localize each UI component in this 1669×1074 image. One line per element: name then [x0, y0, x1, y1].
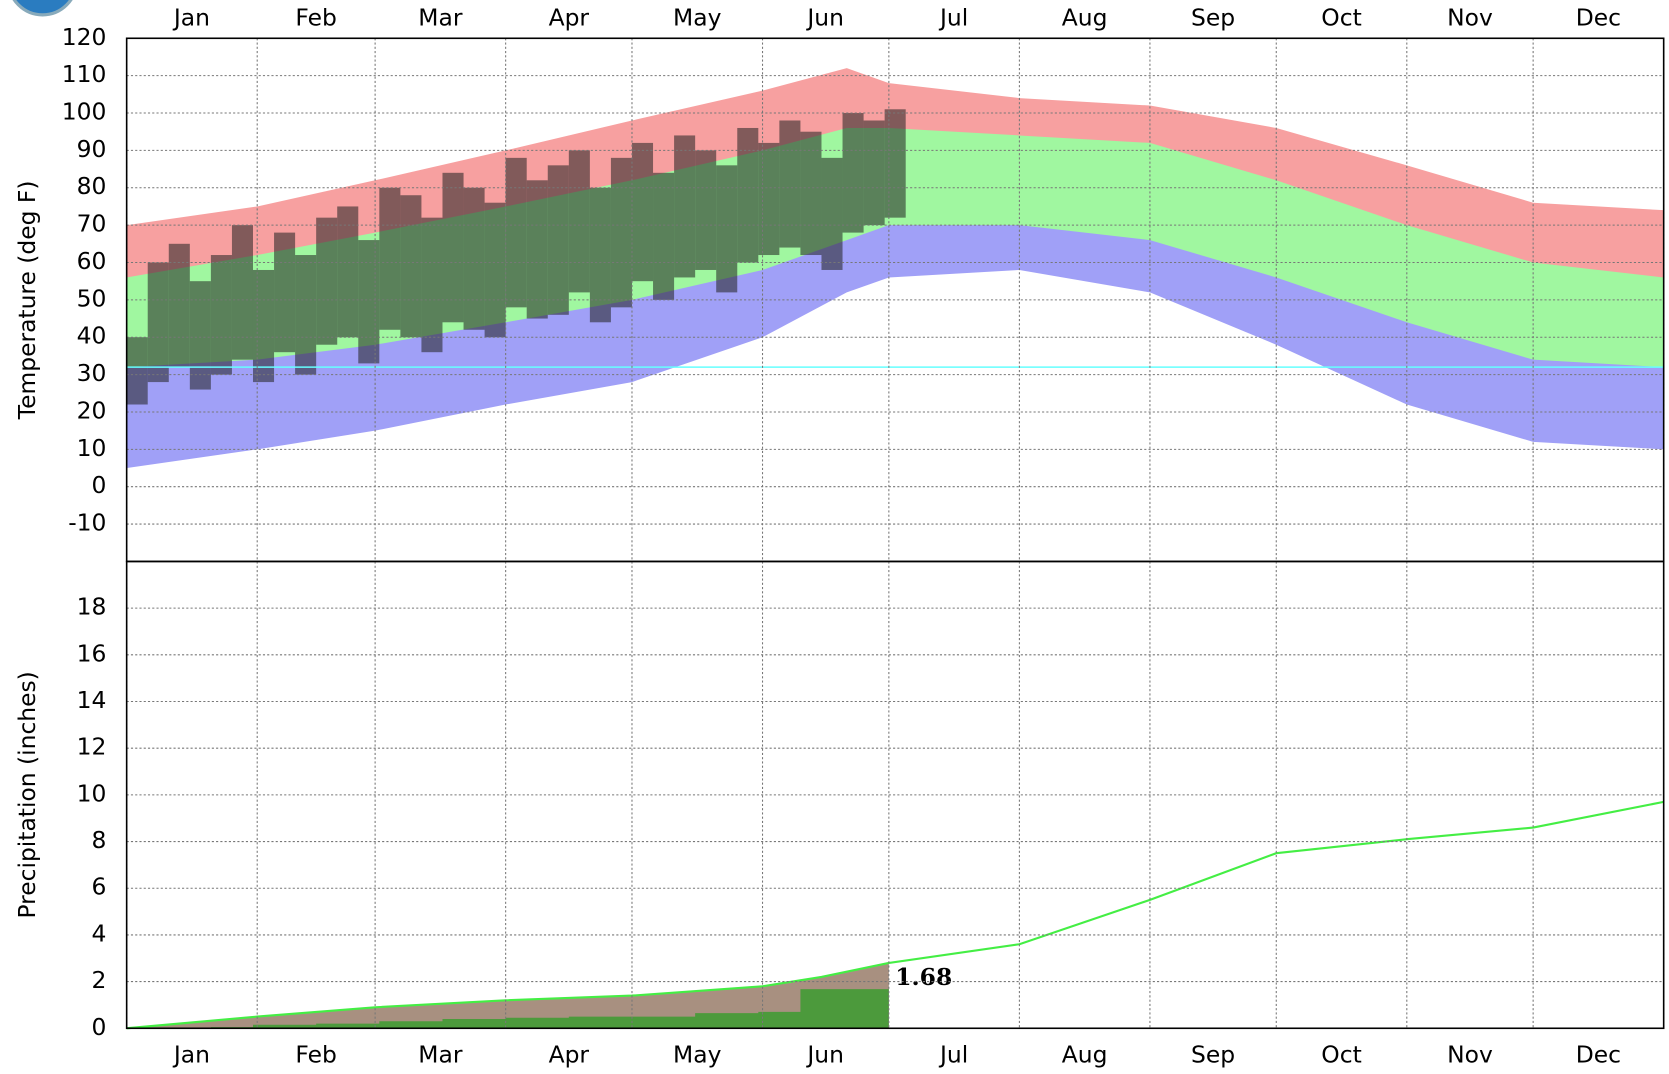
y-tick-label: -10 — [68, 509, 106, 537]
month-label: Aug — [1062, 1040, 1108, 1068]
y-tick-label: 40 — [77, 322, 107, 350]
observed-temperature-bar — [737, 127, 759, 263]
y-axis-label: Temperature (deg F) — [13, 181, 41, 421]
observed-temperature-bar — [189, 281, 211, 390]
observed-temperature-bar — [568, 150, 590, 293]
observed-temperature-bar — [379, 187, 401, 330]
y-tick-label: 60 — [77, 247, 107, 275]
y-tick-label: 90 — [77, 135, 107, 163]
observed-temperature-bar — [210, 255, 232, 375]
y-tick-label: 4 — [92, 919, 107, 947]
observed-temperature-bar — [631, 142, 654, 282]
y-tick-label: 50 — [77, 284, 107, 312]
observed-temperature-bar — [358, 240, 380, 364]
y-tick-label: 100 — [62, 98, 107, 126]
month-label: May — [673, 1040, 722, 1068]
month-label: Sep — [1191, 4, 1235, 32]
observed-temperature-bar — [716, 165, 738, 293]
observed-temperature-bar — [126, 337, 148, 405]
y-tick-label: 120 — [62, 23, 107, 51]
observed-temperature-bar — [884, 109, 906, 218]
month-label: Dec — [1576, 1040, 1621, 1068]
month-label: Nov — [1447, 1040, 1493, 1068]
y-tick-label: 12 — [77, 733, 107, 761]
y-tick-label: 18 — [77, 593, 107, 621]
y-tick-label: 0 — [92, 1013, 107, 1041]
y-tick-label: 30 — [77, 359, 107, 387]
month-label: Mar — [418, 1040, 463, 1068]
month-label: Feb — [295, 1040, 336, 1068]
observed-temperature-bar — [463, 187, 485, 330]
observed-temperature-bar — [421, 217, 443, 353]
month-label: Apr — [549, 1040, 590, 1068]
month-label: Aug — [1062, 4, 1108, 32]
month-label: May — [673, 4, 722, 32]
month-label: Jul — [938, 1040, 968, 1068]
y-tick-label: 10 — [77, 779, 107, 807]
month-label: Oct — [1321, 1040, 1361, 1068]
observed-temperature-bar — [610, 157, 632, 308]
observed-temperature-bar — [821, 157, 843, 270]
observed-temperature-bar — [400, 195, 422, 338]
observed-temperature-bar — [758, 142, 780, 256]
observed-temperature-bar — [231, 225, 253, 360]
logo — [12, 0, 73, 17]
observed-temperature-bar — [484, 202, 506, 338]
observed-temperature-bar — [337, 206, 359, 338]
month-label: Feb — [295, 4, 336, 32]
month-label: Sep — [1191, 1040, 1235, 1068]
normal-precipitation-line — [126, 800, 1664, 1030]
month-label: Oct — [1321, 4, 1361, 32]
month-label: Jun — [805, 4, 844, 32]
observed-temperature-bar — [252, 269, 275, 383]
observed-temperature-bar — [316, 217, 338, 345]
precipitation-panel: 1.68 0 2 4 6 8 10 12 14 16 18 Jan Feb Mar Apr May Jun Jul… — [13, 560, 1665, 1068]
temperature-panel: -10 0 10 20 30 40 50 60 70 80 90 100 110 120 Jan Feb Mar… — [13, 4, 1665, 563]
y-tick-label: 6 — [92, 873, 107, 901]
observed-temperature-bar — [168, 243, 190, 368]
plot-frame — [125, 560, 1665, 1030]
y-tick-label: 16 — [77, 639, 107, 667]
observed-temperature-bar — [505, 157, 527, 308]
observed-temperature-bar — [274, 232, 296, 353]
y-tick-label: 2 — [92, 966, 107, 994]
month-label: Jan — [172, 4, 210, 32]
observed-temperature-bar — [589, 187, 611, 323]
observed-temperature-bar — [295, 255, 317, 375]
observed-temperature-bar — [842, 113, 864, 233]
observed-temperature-bar — [442, 172, 464, 323]
observed-precipitation-area — [126, 989, 889, 1029]
month-label: Mar — [418, 4, 463, 32]
observed-temperature-bar — [653, 172, 675, 300]
y-tick-label: 8 — [92, 826, 107, 854]
temperature-band — [126, 269, 1664, 562]
y-tick-label: 110 — [62, 60, 107, 88]
observed-temperature-bar — [674, 135, 696, 278]
y-tick-label: 14 — [77, 686, 107, 714]
y-axis-label: Precipitation (inches) — [13, 671, 41, 918]
observed-temperature-bar — [779, 120, 801, 248]
data-label: 1.68 — [895, 963, 952, 991]
observed-temperature-bar — [695, 150, 717, 270]
month-label: Jun — [805, 1040, 844, 1068]
observed-temperature-bar — [800, 131, 822, 256]
observed-temperature-bar — [547, 165, 569, 315]
y-tick-label: 10 — [77, 434, 107, 462]
month-label: Jul — [938, 4, 968, 32]
observed-temperature-bar — [526, 180, 548, 319]
observed-temperature-bar — [863, 120, 885, 226]
y-tick-label: 20 — [77, 396, 107, 424]
y-tick-label: 80 — [77, 172, 107, 200]
month-label: Jan — [172, 1040, 210, 1068]
month-label: Dec — [1576, 4, 1621, 32]
observed-temperature-bar — [147, 262, 169, 383]
month-label: Apr — [549, 4, 590, 32]
month-label: Nov — [1447, 4, 1493, 32]
y-tick-label: 0 — [92, 471, 107, 499]
y-tick-label: 70 — [77, 210, 107, 238]
